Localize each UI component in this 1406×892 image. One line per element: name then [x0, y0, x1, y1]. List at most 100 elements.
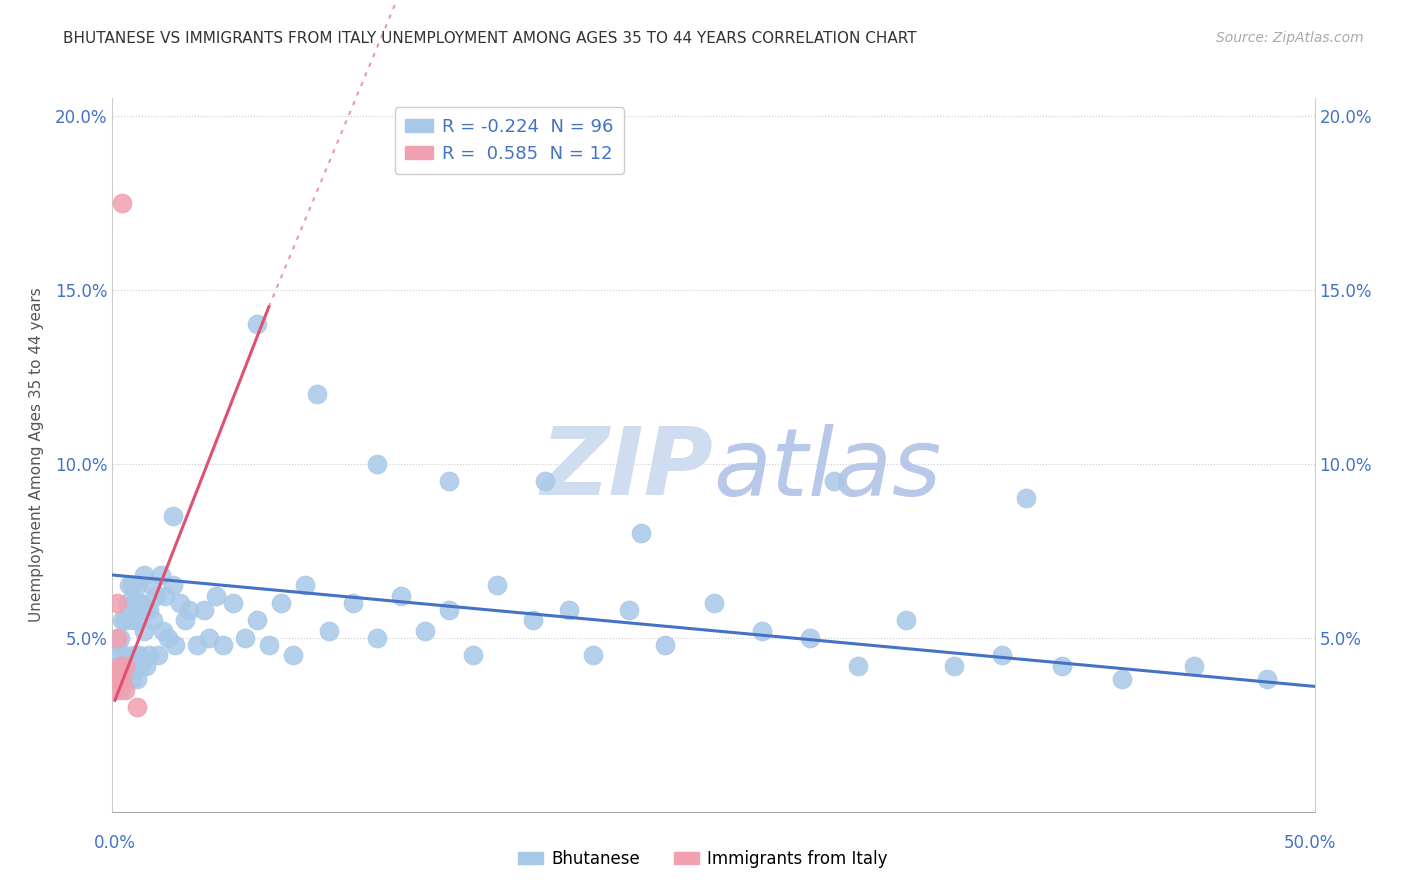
Point: [169, 596, 191, 610]
Point: [413, 624, 436, 638]
Point: [619, 603, 641, 617]
Point: [146, 648, 169, 662]
Point: [104, 673, 127, 687]
Point: [115, 596, 138, 610]
Point: [125, 700, 148, 714]
Point: [894, 613, 917, 627]
Point: [111, 195, 134, 210]
Point: [179, 603, 201, 617]
Point: [233, 631, 256, 645]
Point: [111, 673, 134, 687]
Point: [111, 665, 134, 680]
Point: [222, 596, 245, 610]
Point: [114, 658, 136, 673]
Point: [145, 589, 167, 603]
Point: [111, 673, 134, 687]
Point: [156, 631, 179, 645]
Point: [437, 603, 460, 617]
Y-axis label: Unemployment Among Ages 35 to 44 years: Unemployment Among Ages 35 to 44 years: [30, 287, 44, 623]
Point: [131, 596, 153, 610]
Point: [751, 624, 773, 638]
Point: [108, 658, 131, 673]
Point: [105, 638, 128, 652]
Point: [281, 648, 304, 662]
Point: [121, 673, 143, 687]
Point: [193, 603, 215, 617]
Point: [1184, 658, 1206, 673]
Point: [105, 673, 128, 687]
Point: [104, 665, 127, 680]
Text: ZIP: ZIP: [541, 423, 713, 516]
Point: [846, 658, 869, 673]
Point: [105, 631, 128, 645]
Point: [152, 624, 174, 638]
Point: [125, 613, 148, 627]
Point: [138, 603, 160, 617]
Point: [118, 578, 141, 592]
Point: [342, 596, 364, 610]
Point: [131, 658, 153, 673]
Point: [114, 648, 136, 662]
Point: [257, 638, 280, 652]
Point: [104, 665, 127, 680]
Point: [558, 603, 581, 617]
Point: [197, 631, 219, 645]
Point: [702, 596, 725, 610]
Point: [128, 596, 150, 610]
Point: [149, 568, 172, 582]
Point: [142, 613, 165, 627]
Point: [461, 648, 484, 662]
Text: 0.0%: 0.0%: [94, 834, 136, 852]
Point: [104, 648, 127, 662]
Point: [799, 631, 821, 645]
Point: [125, 578, 148, 592]
Point: [111, 613, 134, 627]
Point: [135, 603, 157, 617]
Point: [121, 613, 143, 627]
Text: BHUTANESE VS IMMIGRANTS FROM ITALY UNEMPLOYMENT AMONG AGES 35 TO 44 YEARS CORREL: BHUTANESE VS IMMIGRANTS FROM ITALY UNEMP…: [63, 31, 917, 46]
Point: [162, 578, 184, 592]
Point: [125, 673, 148, 687]
Point: [122, 648, 145, 662]
Point: [942, 658, 965, 673]
Point: [1256, 673, 1278, 687]
Point: [163, 638, 186, 652]
Point: [534, 474, 557, 488]
Point: [366, 631, 388, 645]
Point: [122, 596, 145, 610]
Legend: R = -0.224  N = 96, R =  0.585  N = 12: R = -0.224 N = 96, R = 0.585 N = 12: [395, 107, 624, 174]
Point: [108, 673, 131, 687]
Point: [630, 526, 652, 541]
Point: [173, 613, 195, 627]
Text: Source: ZipAtlas.com: Source: ZipAtlas.com: [1216, 31, 1364, 45]
Point: [366, 457, 388, 471]
Point: [132, 624, 155, 638]
Point: [991, 648, 1014, 662]
Point: [115, 658, 138, 673]
Point: [1050, 658, 1073, 673]
Point: [108, 673, 131, 687]
Point: [205, 589, 228, 603]
Point: [486, 578, 509, 592]
Point: [118, 673, 141, 687]
Point: [522, 613, 544, 627]
Point: [114, 682, 136, 697]
Legend: Bhutanese, Immigrants from Italy: Bhutanese, Immigrants from Italy: [512, 844, 894, 875]
Point: [270, 596, 292, 610]
Point: [108, 631, 131, 645]
Point: [121, 578, 143, 592]
Point: [294, 578, 316, 592]
Point: [132, 568, 155, 582]
Point: [318, 624, 340, 638]
Point: [114, 613, 136, 627]
Point: [108, 658, 131, 673]
Point: [162, 508, 184, 523]
Point: [105, 658, 128, 673]
Point: [437, 474, 460, 488]
Text: 50.0%: 50.0%: [1284, 834, 1337, 852]
Point: [1111, 673, 1133, 687]
Point: [212, 638, 235, 652]
Point: [1015, 491, 1038, 506]
Point: [104, 682, 127, 697]
Point: [823, 474, 845, 488]
